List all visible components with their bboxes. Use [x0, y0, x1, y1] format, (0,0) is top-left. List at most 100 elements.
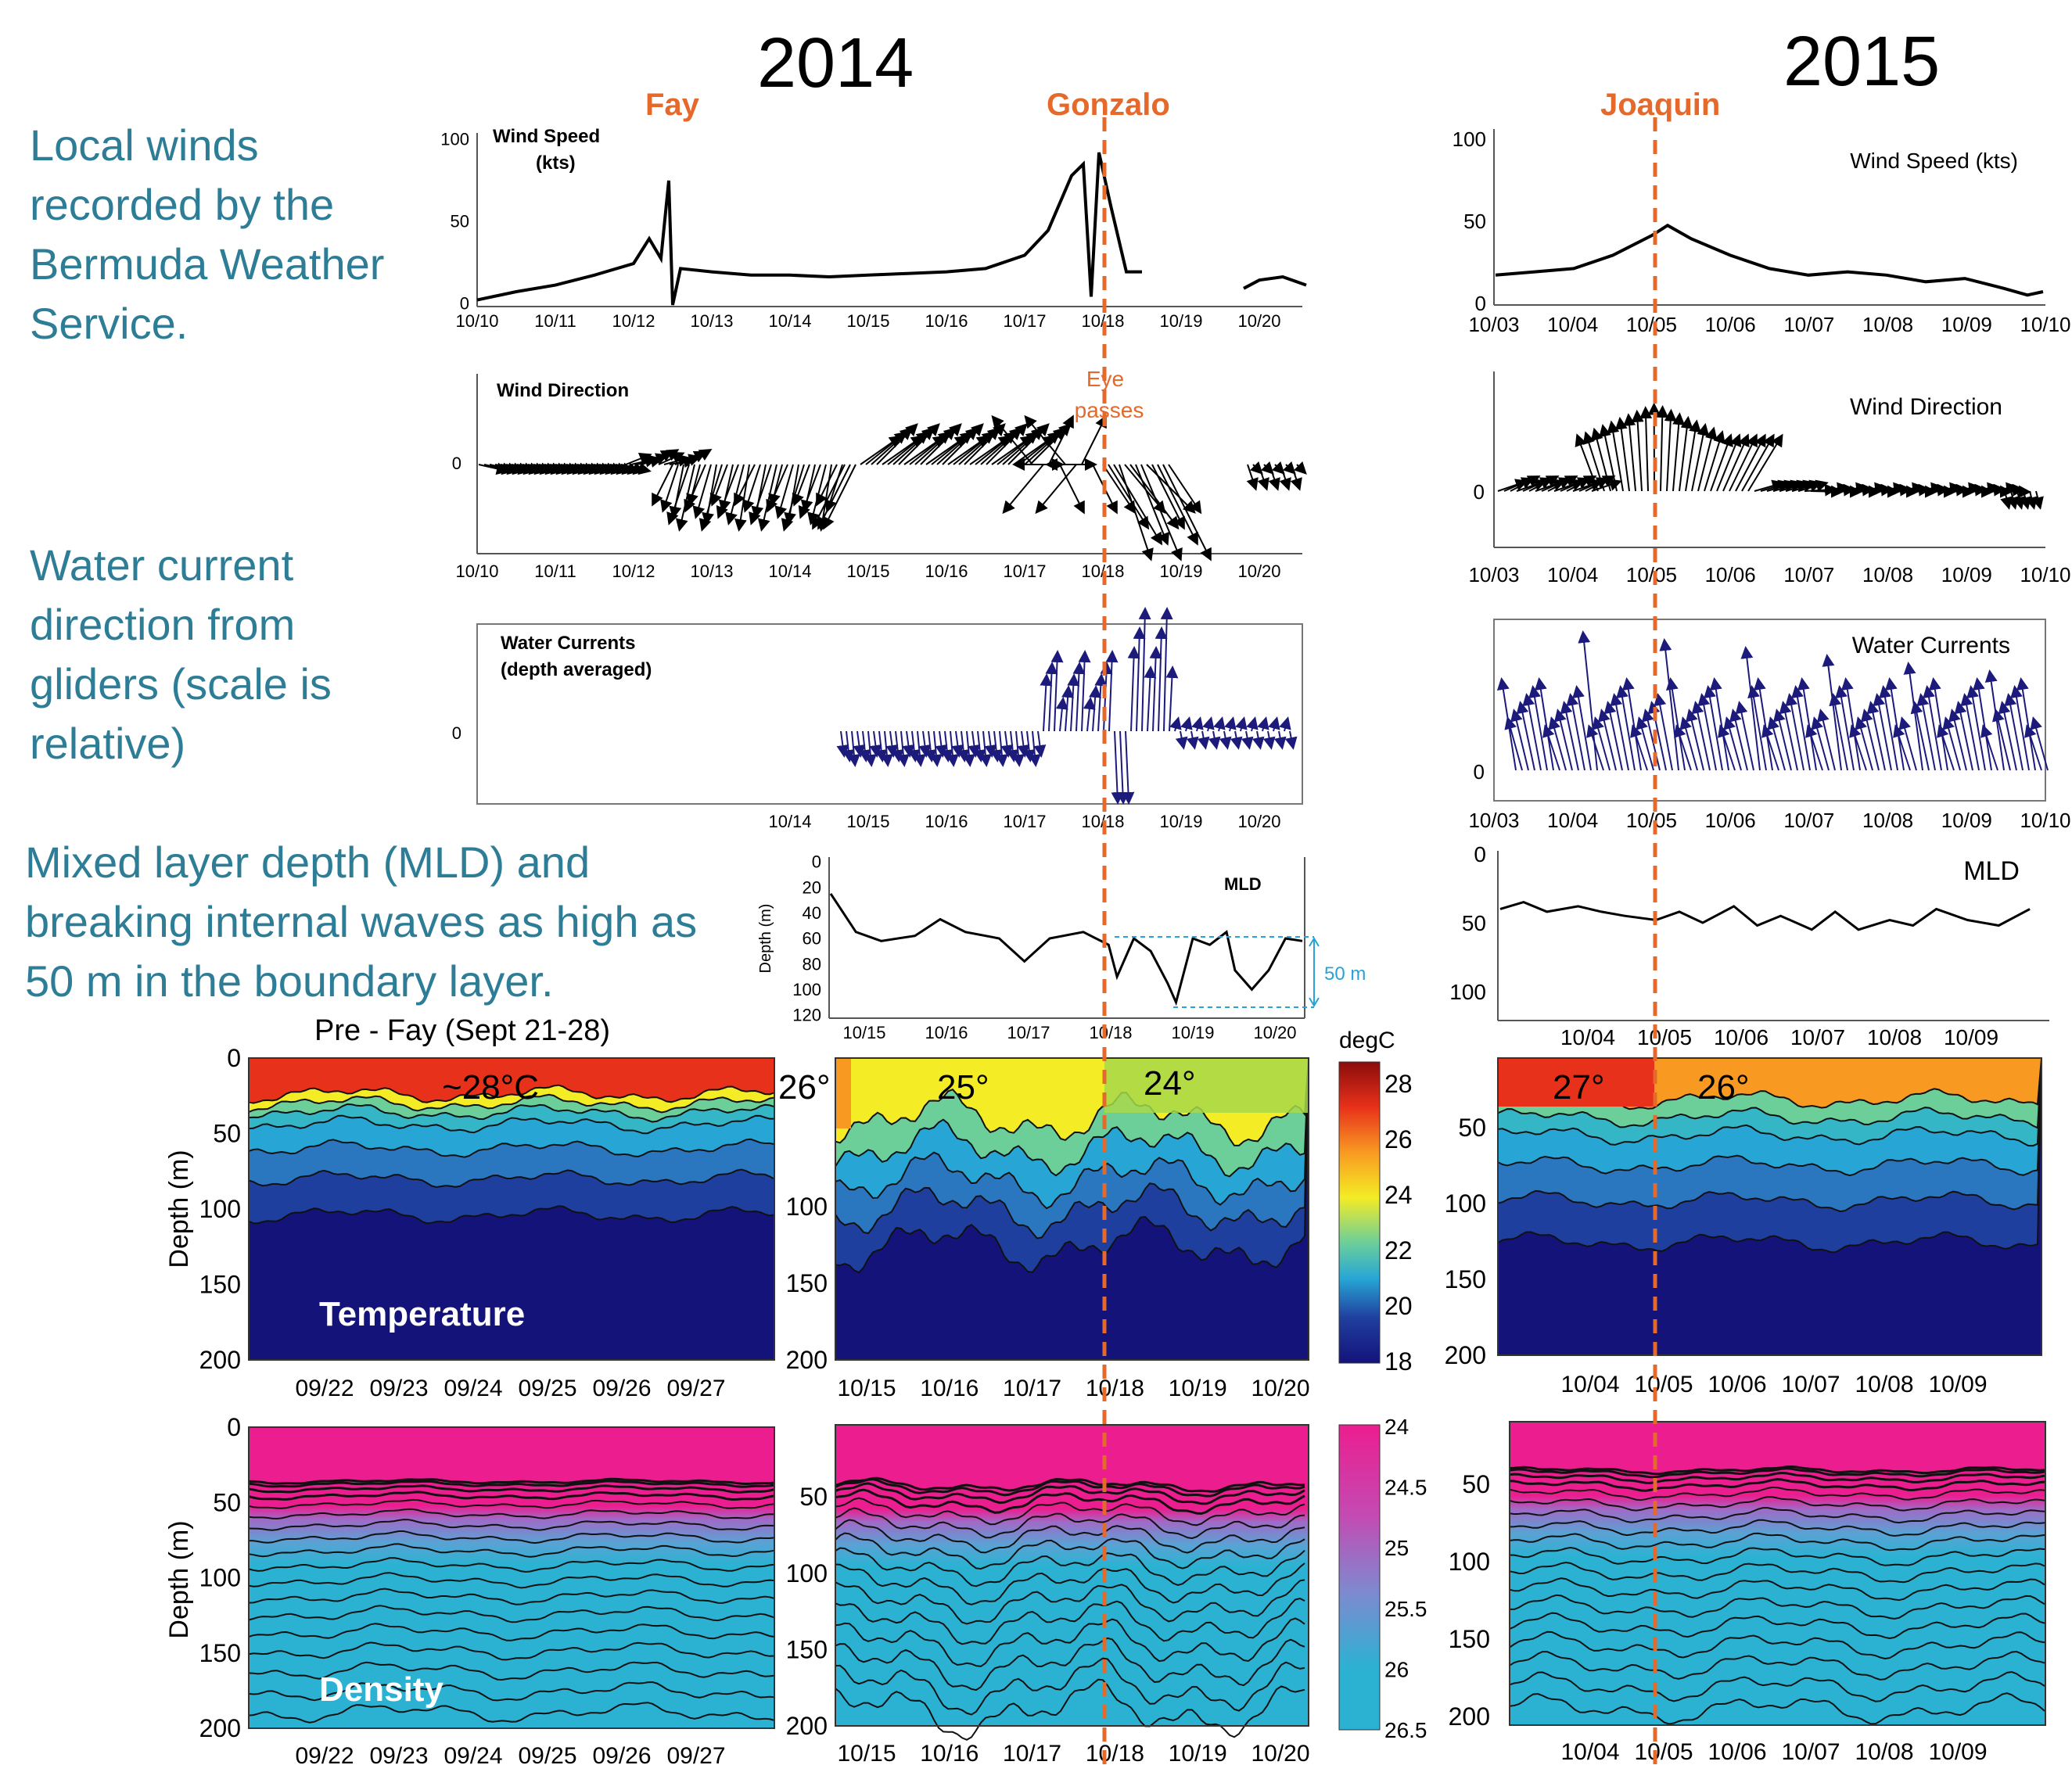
current-vector	[1528, 685, 1548, 771]
temp-colorbar-tick: 28	[1384, 1070, 1413, 1098]
ws15-x-tick: 10/07	[1783, 313, 1834, 336]
current-vector	[924, 730, 937, 762]
temp-2014-x-tick: 10/20	[1251, 1376, 1309, 1401]
wind-speed-2014-line	[476, 152, 1307, 306]
mld-2015-panel: MLD 0 50 100 10/04 10/05 10/06 10/07 10/08 10/0…	[1449, 842, 2049, 1049]
mld15-x-tick: 10/07	[1790, 1025, 1845, 1049]
wind-vector	[865, 431, 908, 465]
wd14-x-tick: 10/11	[534, 561, 576, 581]
contour-line	[1509, 1486, 2045, 1501]
field-band	[1104, 1058, 1309, 1113]
current-vector	[836, 730, 849, 758]
cu14-x-tick: 10/20	[1237, 812, 1280, 831]
current-vector	[853, 730, 866, 758]
ws15-x-tick: 10/10	[2020, 313, 2070, 336]
mld14-x-tick: 10/17	[1007, 1023, 1050, 1042]
contour-line	[248, 1480, 775, 1488]
contour-line	[248, 1491, 775, 1501]
ws14-x-tick: 10/12	[612, 311, 655, 331]
current-vector	[1709, 677, 1729, 771]
current-vector	[1735, 701, 1754, 771]
density-2014-y-tick: 200	[786, 1712, 828, 1740]
mld14-y-tick: 80	[803, 954, 821, 974]
ws14-x-tick: 10/16	[925, 311, 968, 331]
wind-vector	[792, 464, 810, 507]
current-vector	[1659, 638, 1679, 771]
current-vector	[1797, 677, 1817, 771]
density-label: Density	[319, 1670, 443, 1709]
current-vector	[1116, 730, 1129, 805]
wd15-x-tick: 10/05	[1626, 563, 1677, 587]
field-band	[249, 1058, 774, 1103]
density-prefay-x-tick: 09/26	[592, 1743, 651, 1765]
density-2014-x-tick: 10/19	[1169, 1741, 1227, 1765]
current-vector	[1111, 730, 1124, 805]
current-vector	[1208, 730, 1221, 750]
wind-vector	[1929, 482, 1962, 495]
contour-line	[835, 1637, 1305, 1691]
year-2015: 2015	[1783, 23, 1941, 101]
wind-vector	[1279, 464, 1291, 491]
contour-line	[835, 1579, 1305, 1625]
mld15-x-tick: 10/04	[1560, 1025, 1615, 1049]
field-band	[1498, 1058, 1654, 1107]
density-colorbar-tick: 26	[1384, 1657, 1409, 1681]
density-prefay-x-tick: 09/23	[369, 1743, 428, 1765]
density-2014-panel: 50 100 150 200 10/15 10/16 10/17 10/18 10/19 10/2…	[786, 1424, 1310, 1765]
wind-vector	[774, 464, 794, 519]
current-vector	[1235, 716, 1248, 732]
wd15-x-tick: 10/08	[1862, 563, 1913, 587]
contour-line	[835, 1497, 1305, 1526]
contour-line	[1509, 1612, 2045, 1640]
ws15-y-tick: 50	[1463, 210, 1486, 233]
current-vector	[1050, 650, 1064, 732]
cu15-x-tick: 10/08	[1862, 809, 1913, 832]
wind-vector	[1246, 464, 1259, 491]
wind-vector	[1835, 482, 1869, 495]
wind-vector	[903, 435, 946, 465]
current-vector	[1610, 693, 1629, 771]
density-prefay-y-tick: 200	[199, 1714, 241, 1742]
current-vector	[1674, 724, 1692, 771]
wind-vector	[958, 427, 1000, 465]
wind-vector	[1656, 405, 1669, 492]
density-2015-y-tick: 100	[1449, 1548, 1490, 1576]
current-vector	[847, 730, 860, 767]
mld15-x-tick: 10/05	[1637, 1025, 1692, 1049]
current-vector	[1630, 724, 1648, 771]
temp-colorbar-tick: 24	[1384, 1181, 1413, 1209]
wd14-x-tick: 10/14	[768, 561, 811, 581]
current-vector	[1017, 730, 1030, 758]
density-2015-x-tick: 10/05	[1634, 1739, 1693, 1765]
wd14-x-tick: 10/15	[846, 561, 889, 581]
mld14-x-tick: 10/20	[1253, 1023, 1296, 1042]
wind-vector	[1623, 413, 1636, 492]
density-prefay-y-tick: 0	[227, 1413, 241, 1441]
current-vector	[1241, 730, 1254, 750]
density-2014-x-tick: 10/18	[1086, 1741, 1144, 1765]
mld-2015-line	[1499, 901, 2031, 931]
temp-prefay-y-tick: 100	[199, 1195, 241, 1223]
current-vector	[1805, 724, 1823, 771]
wd14-x-tick: 10/20	[1237, 561, 1280, 581]
wind-vector	[860, 435, 903, 465]
temp-2015-x-tick: 10/09	[1928, 1372, 1987, 1397]
temp-2015-x-tick: 10/07	[1781, 1372, 1840, 1397]
current-vector	[946, 730, 959, 767]
density-prefay-x-tick: 09/22	[295, 1743, 354, 1765]
current-vector	[2010, 685, 2030, 771]
wind-vector	[824, 464, 843, 513]
current-vector	[1879, 685, 1898, 771]
wind-vector	[1024, 414, 1066, 465]
contour-line	[248, 1587, 775, 1605]
current-vector	[1817, 709, 1836, 771]
wind-vector	[936, 427, 979, 465]
current-vector	[1516, 701, 1535, 771]
wind-vector	[1293, 461, 1307, 475]
current-vector	[885, 730, 899, 758]
wind-vector	[876, 423, 918, 465]
temp-prefay-x-tick: 09/25	[518, 1376, 576, 1401]
current-vector	[1767, 716, 1786, 771]
wind-vector	[1081, 414, 1107, 465]
t-27-label: 27°	[1553, 1068, 1605, 1107]
